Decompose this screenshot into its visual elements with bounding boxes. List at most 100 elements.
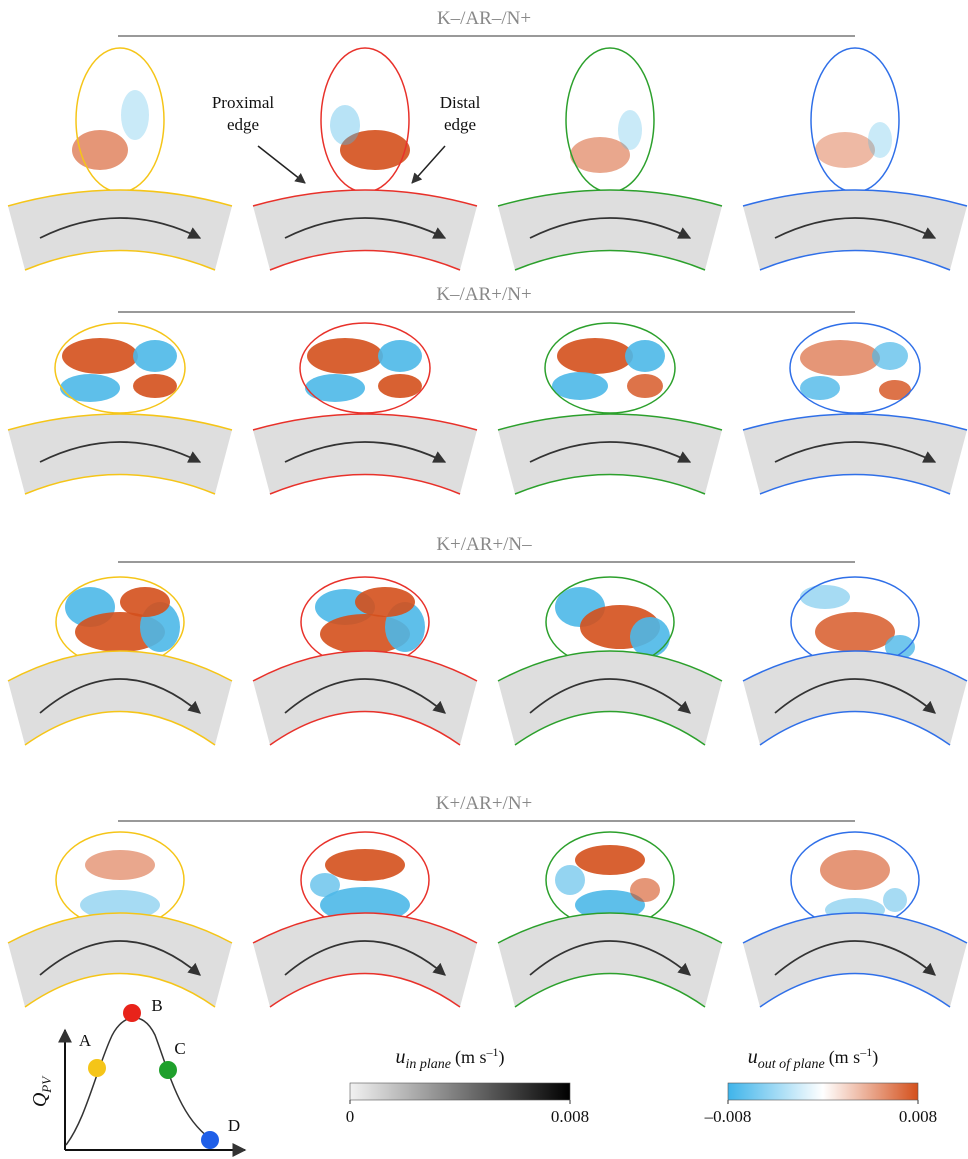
velocity-patch (555, 865, 585, 895)
annotation-arrow (257, 145, 306, 184)
colorbar-label-part: u (396, 1046, 406, 1068)
velocity-patch (575, 845, 645, 875)
aneurysm-dome (75, 47, 165, 193)
annotation-arrow (411, 145, 446, 184)
phase-point (88, 1059, 106, 1077)
vessel-wall (252, 650, 478, 682)
vessel-wall (252, 912, 478, 944)
velocity-patch (800, 340, 880, 376)
row-title: K–/AR+/N+ (436, 284, 531, 305)
velocity-patch (557, 338, 633, 374)
vessel-wall (269, 710, 461, 746)
vessel-wall (24, 972, 216, 1008)
velocity-patch (627, 374, 663, 398)
velocity-patch (85, 850, 155, 880)
parent-vessel (743, 913, 967, 1007)
colorbar (727, 1082, 919, 1101)
parent-vessel (253, 913, 477, 1007)
annotation: Proximal (212, 93, 275, 112)
colorbar-label-part: ) (499, 1047, 505, 1068)
parent-vessel (253, 190, 477, 270)
velocity-patch (120, 587, 170, 617)
velocity-patch (815, 612, 895, 652)
vessel-wall (514, 710, 706, 746)
flow-arrow (39, 217, 202, 239)
y-axis-subscript: PV (39, 1075, 54, 1094)
velocity-patch (800, 376, 840, 400)
flow-arrow (774, 940, 936, 976)
velocity-patch (62, 338, 138, 374)
vessel-wall (497, 912, 723, 944)
phase-label: D (228, 1116, 240, 1135)
colorbar-label-part: out of plane (758, 1057, 825, 1072)
row-title: K+/AR+/N+ (436, 793, 533, 814)
parent-vessel (498, 414, 722, 494)
vessel-wall (742, 189, 968, 207)
velocity-patch (72, 130, 128, 170)
flow-arrow (39, 678, 201, 714)
vessel-wall (514, 972, 706, 1008)
colorbar-label: uin plane (m s–1) (396, 1045, 505, 1072)
flow-arrow (529, 217, 692, 239)
flow-arrow (39, 940, 201, 976)
velocity-patch (307, 338, 383, 374)
annotation: Distal (440, 93, 481, 112)
phase-label: C (174, 1039, 185, 1058)
parent-vessel (8, 190, 232, 270)
vessel-wall (269, 473, 461, 495)
velocity-patch (820, 850, 890, 890)
velocity-patch (800, 585, 850, 609)
row-title: K+/AR+/N– (436, 534, 532, 555)
parent-vessel (498, 913, 722, 1007)
flow-arrow (774, 678, 936, 714)
parent-vessel (8, 414, 232, 494)
vessel-wall (759, 710, 951, 746)
phase-point (123, 1004, 141, 1022)
velocity-patch (575, 890, 645, 920)
flow-arrow (774, 441, 937, 463)
phase-point (159, 1061, 177, 1079)
vessel-wall (497, 650, 723, 682)
flow-arrow (529, 940, 691, 976)
velocity-patch (625, 340, 665, 372)
velocity-patch (618, 110, 642, 150)
colorbar-tick-label: 0 (346, 1107, 355, 1126)
parent-vessel (743, 414, 967, 494)
flow-arrow (284, 678, 446, 714)
vessel-wall (269, 249, 461, 271)
colorbar-label-part: (m s (455, 1047, 487, 1068)
flow-arrow (284, 940, 446, 976)
flow-arrow (529, 441, 692, 463)
parent-vessel (8, 651, 232, 745)
velocity-patch (355, 587, 415, 617)
parent-vessel (743, 190, 967, 270)
colorbar-label-part: in plane (406, 1057, 452, 1072)
flow-arrow (774, 217, 937, 239)
vessel-wall (742, 650, 968, 682)
flow-arrow (529, 678, 691, 714)
velocity-patch (552, 372, 608, 400)
colorbar-label-part: –1 (859, 1045, 872, 1059)
flow-arrow (284, 217, 447, 239)
velocity-patch (570, 137, 630, 173)
velocity-patch (872, 342, 908, 370)
velocity-patch (305, 374, 365, 402)
colorbar-label-part: u (748, 1046, 758, 1068)
colorbar-tick-label: 0.008 (899, 1107, 937, 1126)
vessel-wall (24, 473, 216, 495)
phase-label: B (151, 996, 162, 1015)
colorbar-tick-label: 0.008 (551, 1107, 589, 1126)
y-axis-symbol: Q (29, 1092, 51, 1107)
vessel-wall (7, 650, 233, 682)
velocity-patch (133, 374, 177, 398)
y-axis-label: QPV (29, 1075, 54, 1107)
velocity-patch (630, 617, 670, 657)
vessel-wall (514, 249, 706, 271)
velocity-patch (378, 340, 422, 372)
parent-vessel (498, 190, 722, 270)
velocity-patch (60, 374, 120, 402)
colorbar (349, 1082, 571, 1101)
velocity-patch (815, 132, 875, 168)
vessel-wall (269, 972, 461, 1008)
parent-vessel (743, 651, 967, 745)
